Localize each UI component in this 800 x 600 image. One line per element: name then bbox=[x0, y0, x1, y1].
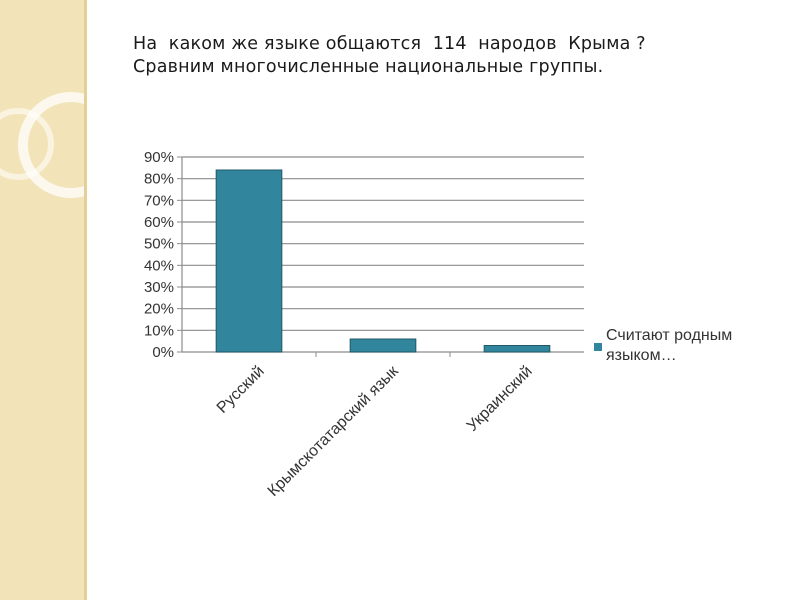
y-tick-label: 10% bbox=[144, 322, 174, 339]
y-tick-label: 0% bbox=[152, 344, 174, 361]
y-tick-label: 30% bbox=[144, 279, 174, 296]
legend-label: Считают родным языком… bbox=[606, 327, 733, 364]
slide-title: На каком же языке общаются 114 народов К… bbox=[133, 33, 733, 79]
bar bbox=[349, 338, 417, 353]
x-category-label: Украинский bbox=[464, 363, 536, 435]
y-tick-label: 80% bbox=[144, 171, 174, 188]
y-tick-label: 20% bbox=[144, 301, 174, 318]
decorative-ring bbox=[0, 108, 54, 180]
x-category-label: Крымскотатарский язык bbox=[265, 362, 403, 500]
legend-swatch bbox=[594, 343, 602, 351]
y-tick-label: 60% bbox=[144, 214, 174, 231]
title-line-2: Сравним многочисленные национальные груп… bbox=[133, 57, 604, 77]
y-tick-label: 70% bbox=[144, 192, 174, 209]
bar bbox=[483, 345, 551, 353]
y-tick-label: 40% bbox=[144, 257, 174, 274]
decorative-side-band bbox=[0, 0, 87, 600]
x-category-label: Русский bbox=[214, 363, 268, 417]
y-tick-label: 50% bbox=[144, 236, 174, 253]
title-line-1: На каком же языке общаются 114 народов К… bbox=[133, 34, 646, 54]
y-tick-label: 90% bbox=[144, 149, 174, 166]
bar bbox=[215, 169, 283, 353]
